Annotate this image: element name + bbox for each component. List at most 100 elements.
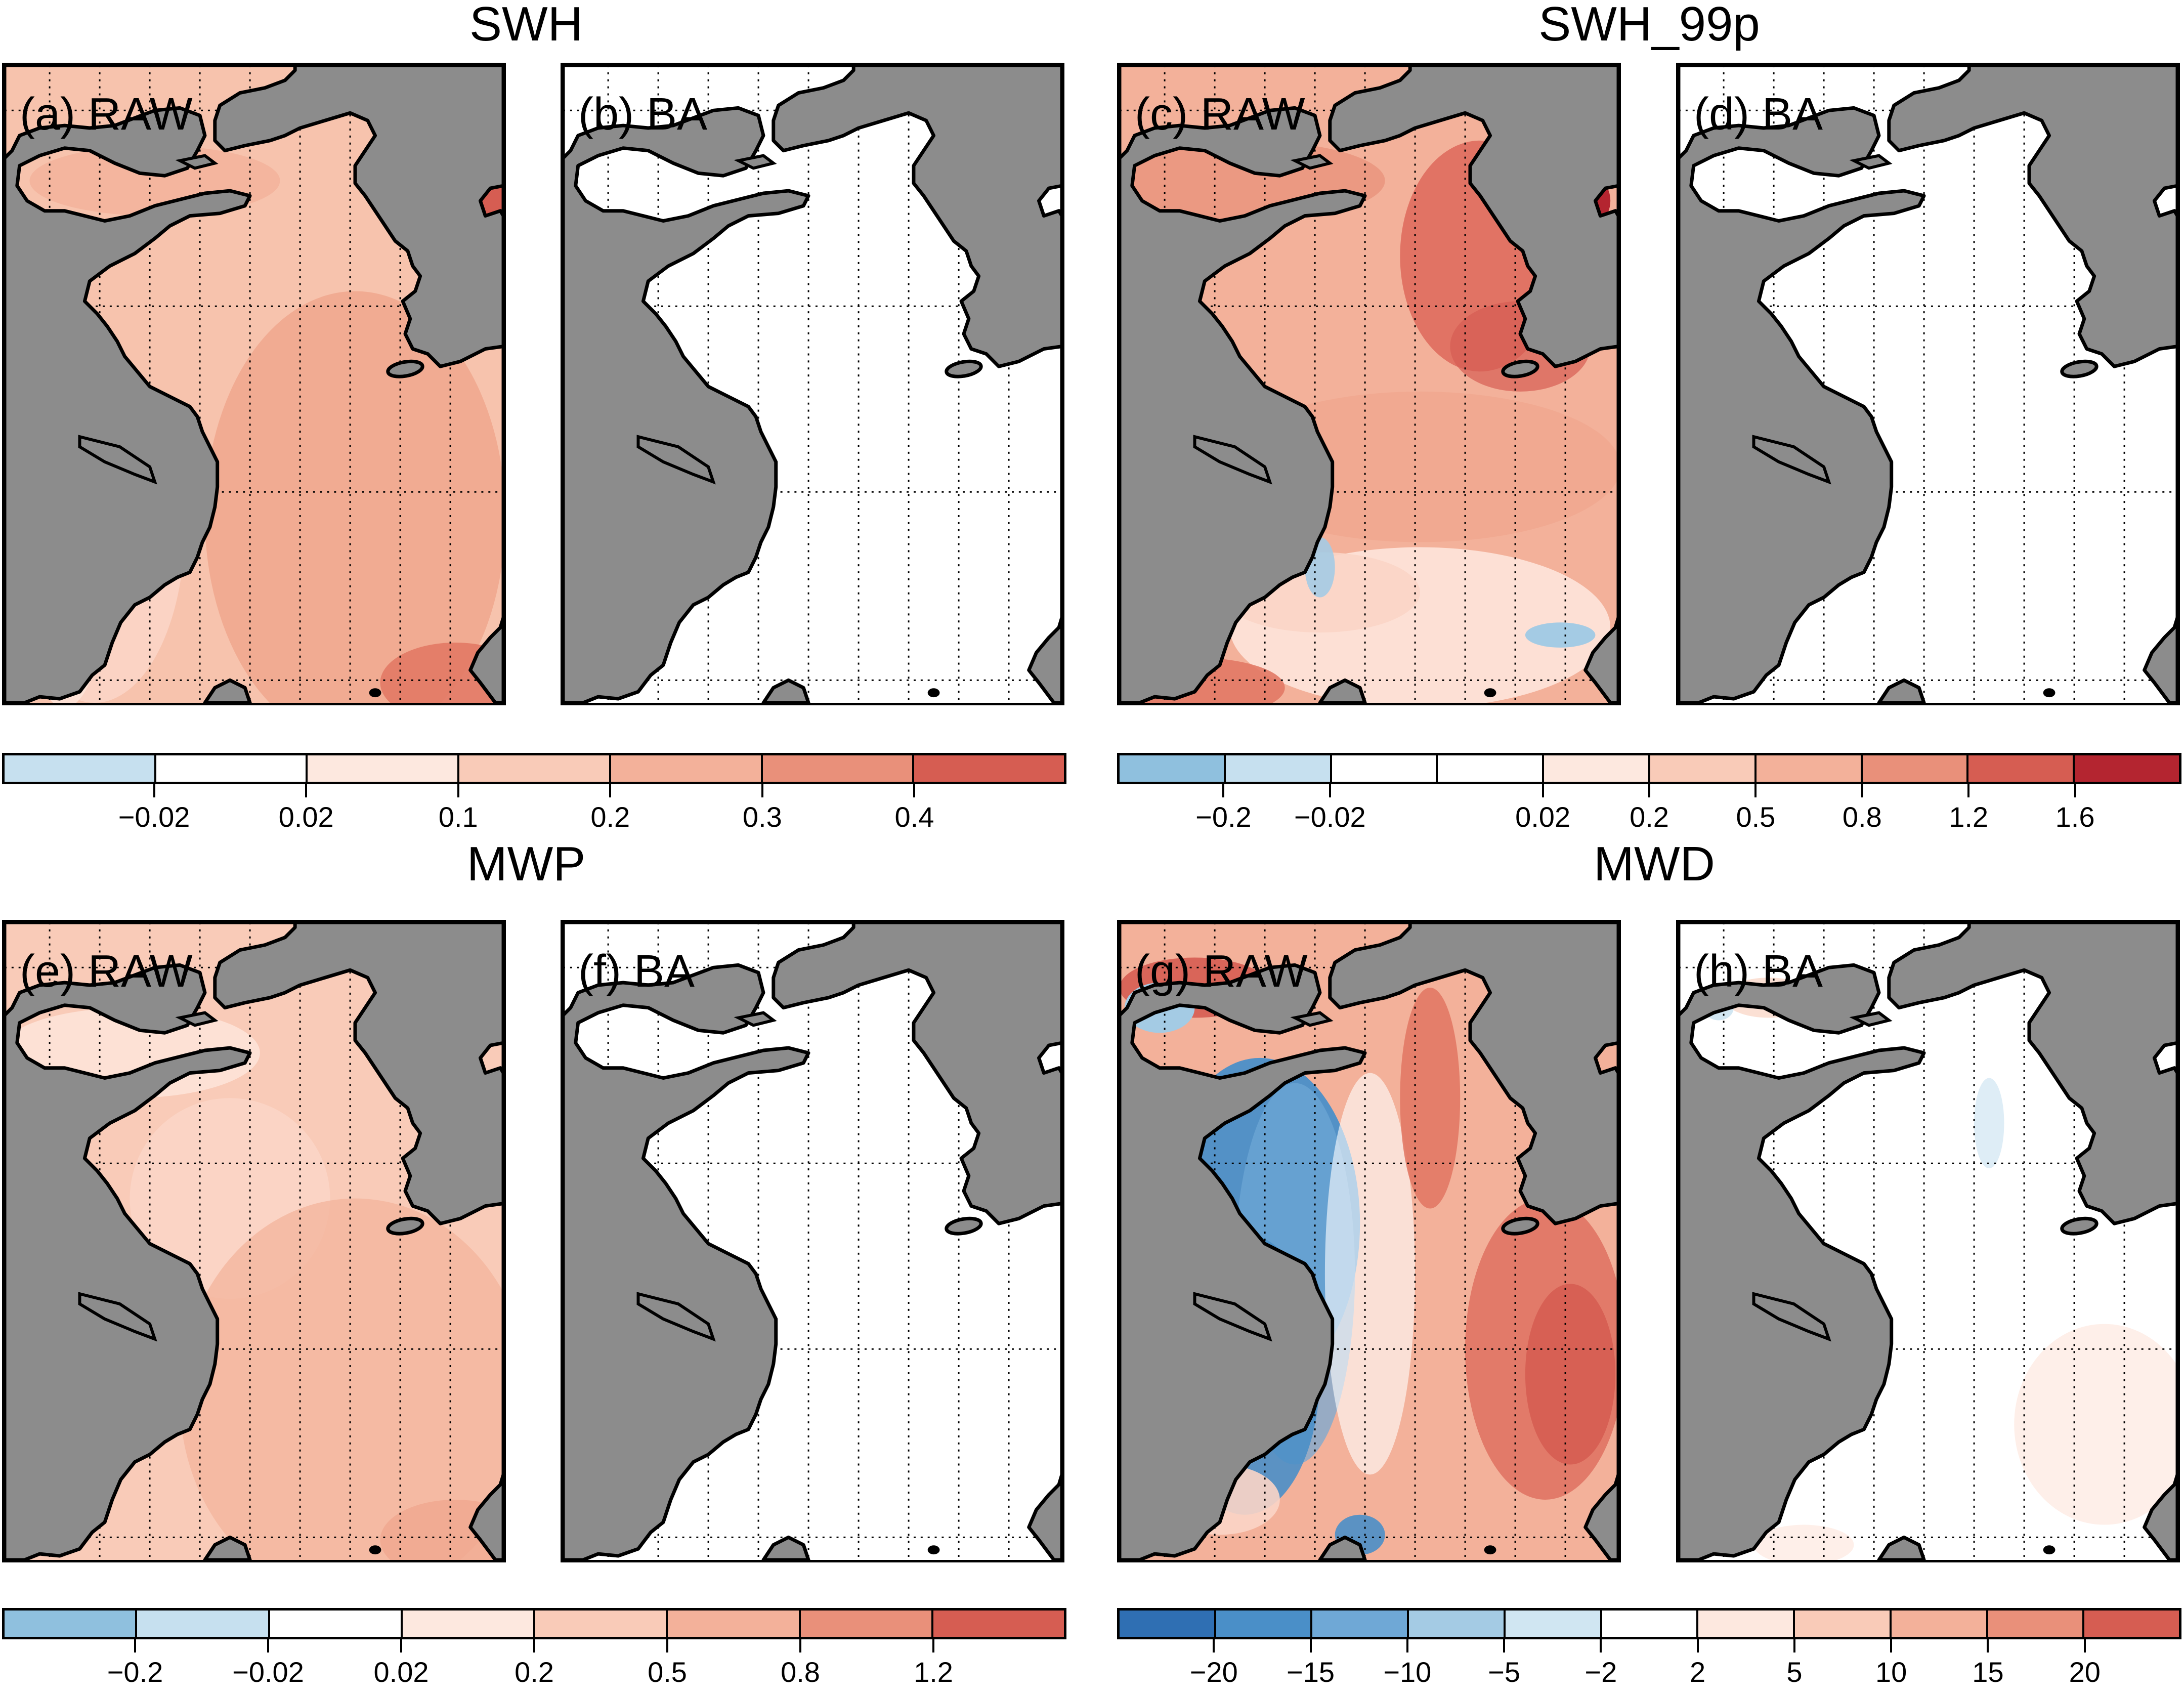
colorbar-ticks-swh99: −0.2 −0.02 0.02 0.2 0.5 0.8 1.2 1.6 (1117, 784, 2181, 840)
colorbar-mwd (1117, 1608, 2181, 1639)
map-panel-c: (c) RAW (1117, 63, 1621, 705)
colorbar-segment (1505, 1611, 1602, 1637)
land-mass (1120, 922, 1618, 1560)
colorbar-ticks-swh: −0.02 0.02 0.1 0.2 0.3 0.4 (2, 784, 1066, 840)
colorbar-segment (402, 1611, 535, 1637)
colorbar-segment (270, 1611, 403, 1637)
title-mwd: MWD (1594, 837, 1715, 891)
land-mass (1120, 65, 1618, 703)
map-canvas (1120, 65, 1618, 703)
colorbar-tick-label: 0.2 (1630, 801, 1669, 833)
colorbar-segment (5, 755, 156, 782)
colorbar-segment (1225, 755, 1332, 782)
colorbar-segment (137, 1611, 270, 1637)
colorbar-tick-label: −15 (1287, 1656, 1335, 1688)
colorbar-segment (1988, 1611, 2085, 1637)
colorbar-tick-label: 0.8 (1842, 801, 1882, 833)
colorbar-mwp (2, 1608, 1066, 1639)
colorbar-swh (2, 753, 1066, 784)
map-panel-g: (g) RAW (1117, 920, 1621, 1562)
colorbar-tick-label: 0.5 (1736, 801, 1776, 833)
colorbar-ticks-mwd: −20 −15 −10 −5 −2 2 5 10 15 20 (1117, 1639, 2181, 1695)
colorbar-segment (308, 755, 460, 782)
map-panel-a: (a) RAW (2, 63, 506, 705)
colorbar-tick-label: −5 (1488, 1656, 1521, 1688)
panel-label: (f) BA (578, 946, 695, 997)
colorbar-segment (2084, 1611, 2179, 1637)
colorbar-tick-label: 0.02 (278, 801, 334, 833)
colorbar-tick-label: 10 (1875, 1656, 1907, 1688)
map-panel-e: (e) RAW (2, 920, 506, 1562)
title-swh: SWH (469, 0, 583, 51)
panel-label: (c) RAW (1135, 89, 1305, 140)
colorbar-segment (156, 755, 308, 782)
map-panel-h: (h) BA (1676, 920, 2180, 1562)
colorbar-ticks-mwp: −0.2 −0.02 0.02 0.2 0.5 0.8 1.2 (2, 1639, 1066, 1695)
colorbar-segment (1650, 755, 1757, 782)
colorbar-segment (933, 1611, 1064, 1637)
map-canvas (1679, 922, 2177, 1560)
panel-label: (h) BA (1694, 946, 1823, 997)
colorbar-segment (1968, 755, 2075, 782)
colorbar-segment (1891, 1611, 1988, 1637)
colorbar-segment (1544, 755, 1650, 782)
colorbar-segment (611, 755, 763, 782)
colorbar-segment (668, 1611, 801, 1637)
map-canvas (1120, 922, 1618, 1560)
colorbar-segment (1756, 755, 1863, 782)
colorbar-segment (1120, 1611, 1216, 1637)
title-swh99: SWH_99p (1538, 0, 1760, 51)
colorbar-tick-label: 1.2 (1949, 801, 1989, 833)
colorbar-segment (1216, 1611, 1313, 1637)
colorbar-tick-label: −0.02 (232, 1656, 304, 1688)
colorbar-tick-label: 2 (1690, 1656, 1706, 1688)
land-mass (563, 922, 1062, 1560)
map-canvas (1679, 65, 2177, 703)
colorbar-tick-label: 0.02 (1515, 801, 1571, 833)
colorbar-segment (800, 1611, 933, 1637)
panel-label: (e) RAW (20, 946, 193, 997)
colorbar-tick-label: 15 (1972, 1656, 2004, 1688)
map-canvas (5, 922, 503, 1560)
colorbar-segment (762, 755, 915, 782)
land-mass (563, 65, 1062, 703)
colorbar-segment (1312, 1611, 1409, 1637)
panel-label: (d) BA (1694, 89, 1823, 140)
land-mass (5, 65, 503, 703)
colorbar-tick-label: 0.8 (781, 1656, 820, 1688)
colorbar-segment (459, 755, 611, 782)
colorbar-segment (535, 1611, 668, 1637)
colorbar-tick-label: −10 (1383, 1656, 1432, 1688)
map-canvas (563, 922, 1062, 1560)
colorbar-tick-label: 0.2 (590, 801, 630, 833)
colorbar-swh99 (1117, 753, 2181, 784)
colorbar-segment (1332, 755, 1438, 782)
colorbar-segment (1120, 755, 1226, 782)
map-canvas (563, 65, 1062, 703)
colorbar-segment (1438, 755, 1545, 782)
colorbar-tick-label: −2 (1585, 1656, 1617, 1688)
colorbar-tick-label: −20 (1189, 1656, 1238, 1688)
colorbar-tick-label: 5 (1786, 1656, 1803, 1688)
colorbar-tick-label: 0.3 (742, 801, 782, 833)
map-panel-f: (f) BA (561, 920, 1064, 1562)
colorbar-tick-label: 1.6 (2055, 801, 2095, 833)
colorbar-tick-label: 0.5 (648, 1656, 687, 1688)
colorbar-tick-label: 20 (2069, 1656, 2101, 1688)
colorbar-segment (2075, 755, 2179, 782)
colorbar-segment (1862, 755, 1969, 782)
colorbar-segment (914, 755, 1064, 782)
colorbar-segment (5, 1611, 138, 1637)
map-panel-b: (b) BA (561, 63, 1064, 705)
colorbar-segment (1602, 1611, 1699, 1637)
land-mass (1679, 922, 2177, 1560)
colorbar-segment (1698, 1611, 1795, 1637)
colorbar-tick-label: 0.02 (373, 1656, 429, 1688)
panel-label: (g) RAW (1135, 946, 1308, 997)
colorbar-tick-label: −0.02 (1294, 801, 1366, 833)
map-canvas (5, 65, 503, 703)
colorbar-tick-label: −0.2 (107, 1656, 163, 1688)
colorbar-tick-label: −0.2 (1195, 801, 1252, 833)
colorbar-tick-label: 0.4 (894, 801, 934, 833)
land-mass (1679, 65, 2177, 703)
